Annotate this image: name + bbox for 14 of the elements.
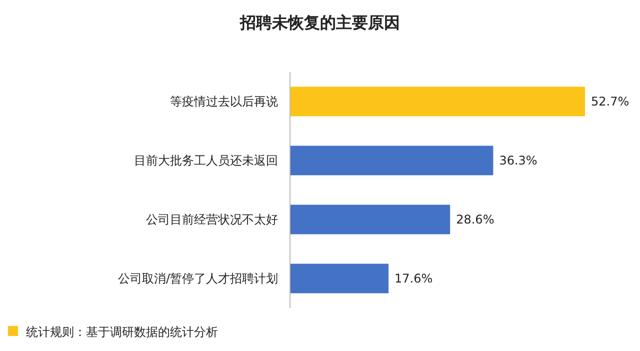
y-tick-label: 目前大批务工人员还未返回 <box>134 153 278 168</box>
y-tick-label: 公司目前经营状况不太好 <box>146 212 278 226</box>
y-tick-label: 等疫情过去以后再说 <box>170 94 278 108</box>
chart-title: 招聘未恢复的主要原因 <box>239 13 400 32</box>
bar <box>290 204 450 234</box>
bar <box>290 146 494 176</box>
bar <box>290 264 389 294</box>
y-tick-label: 公司取消/暂停了人才招聘计划 <box>118 271 278 286</box>
data-label: 36.3% <box>499 154 538 168</box>
data-label: 52.7% <box>591 94 630 109</box>
text: 统计规则：基于调研数据的统计分析 <box>26 325 218 339</box>
bar <box>290 86 585 116</box>
data-label: 28.6% <box>456 212 494 227</box>
data-label: 17.6% <box>394 272 433 286</box>
